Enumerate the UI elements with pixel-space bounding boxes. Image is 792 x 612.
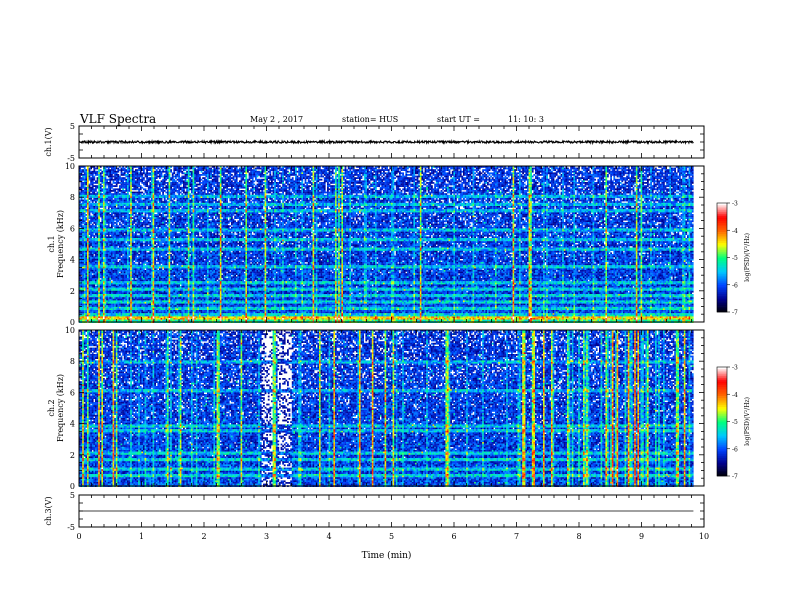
x-tick-label-2: 2 xyxy=(201,532,206,541)
ch1-spectrogram-cells xyxy=(79,166,694,323)
ch2-spectrogram-ytick-label-4: 8 xyxy=(70,357,75,366)
x-axis-label: Time (min) xyxy=(362,550,412,561)
x-tick-label-10: 10 xyxy=(699,532,709,541)
ch2-spectrogram-colorbar xyxy=(717,367,730,476)
ch3-waveform-ytick-label-0: 5 xyxy=(70,491,75,500)
x-tick-label-4: 4 xyxy=(326,532,331,541)
ch2-spectrogram-colorbar-tick-4: -7 xyxy=(732,474,738,481)
x-tick-label-1: 1 xyxy=(139,532,144,541)
ch3-waveform-ytick-label-1: -5 xyxy=(67,523,75,532)
x-tick-label-3: 3 xyxy=(264,532,269,541)
ch2-spectrogram-colorbar-tick-1: -4 xyxy=(732,392,738,399)
ch1-spectrogram-ytick-label-2: 4 xyxy=(70,256,75,265)
ch1-spectrogram-ytick-label-4: 8 xyxy=(70,193,75,202)
ch1-spectrogram-ytick-label-1: 2 xyxy=(70,287,75,296)
ch1-spectrogram-ytick-label-5: 10 xyxy=(65,162,75,171)
ch2-spectrogram-ytick-label-1: 2 xyxy=(70,451,75,460)
ch1-spectrogram-colorbar-tick-4: -7 xyxy=(732,310,738,317)
vlf-figure: 5-5ch.1(V)0246810ch.1 Frequency (kHz)-3-4… xyxy=(0,0,792,612)
ch1-spectrogram-colorbar-label: log(PSD)(V²/Hz) xyxy=(744,233,751,282)
ch1-spectrogram-channel-label: ch.1 xyxy=(47,235,56,252)
ch1-spectrogram-colorbar-tick-1: -4 xyxy=(732,228,738,235)
ch3-waveform-ylabel: ch.3(V) xyxy=(44,496,53,525)
x-tick-label-7: 7 xyxy=(514,532,519,541)
ch1-waveform-ytick-label-0: 5 xyxy=(70,122,75,131)
ch1-spectrogram-ytick-label-3: 6 xyxy=(70,224,75,233)
ch2-spectrogram-ytick-label-0: 0 xyxy=(70,482,75,491)
ch2-spectrogram-colorbar-tick-0: -3 xyxy=(732,365,738,372)
ch1-spectrogram-colorbar-tick-0: -3 xyxy=(732,201,738,208)
ch2-spectrogram-ytick-label-3: 6 xyxy=(70,388,75,397)
ch2-spectrogram-ytick-label-2: 4 xyxy=(70,420,75,429)
ch1-spectrogram-ylabel: Frequency (kHz) xyxy=(56,210,65,278)
x-tick-label-6: 6 xyxy=(451,532,456,541)
ch1-spectrogram-colorbar xyxy=(717,203,730,312)
ch1-waveform-trace xyxy=(79,141,693,143)
ch1-spectrogram-colorbar-tick-2: -5 xyxy=(732,255,738,262)
ch2-spectrogram-ytick-label-5: 10 xyxy=(65,326,75,335)
x-tick-label-8: 8 xyxy=(576,532,581,541)
x-tick-label-9: 9 xyxy=(639,532,644,541)
ch2-spectrogram-cells xyxy=(79,330,694,487)
ch2-spectrogram-ylabel: Frequency (kHz) xyxy=(56,374,65,442)
ch1-waveform-ylabel: ch.1(V) xyxy=(44,127,53,156)
ch2-spectrogram-colorbar-tick-3: -6 xyxy=(732,446,738,453)
x-tick-label-0: 0 xyxy=(76,532,81,541)
ch2-spectrogram-colorbar-tick-2: -5 xyxy=(732,419,738,426)
ch1-spectrogram-colorbar-tick-3: -6 xyxy=(732,282,738,289)
x-tick-label-5: 5 xyxy=(389,532,394,541)
ch2-spectrogram-colorbar-label: log(PSD)(V²/Hz) xyxy=(744,397,751,446)
ch2-spectrogram-channel-label: ch.2 xyxy=(47,399,56,416)
